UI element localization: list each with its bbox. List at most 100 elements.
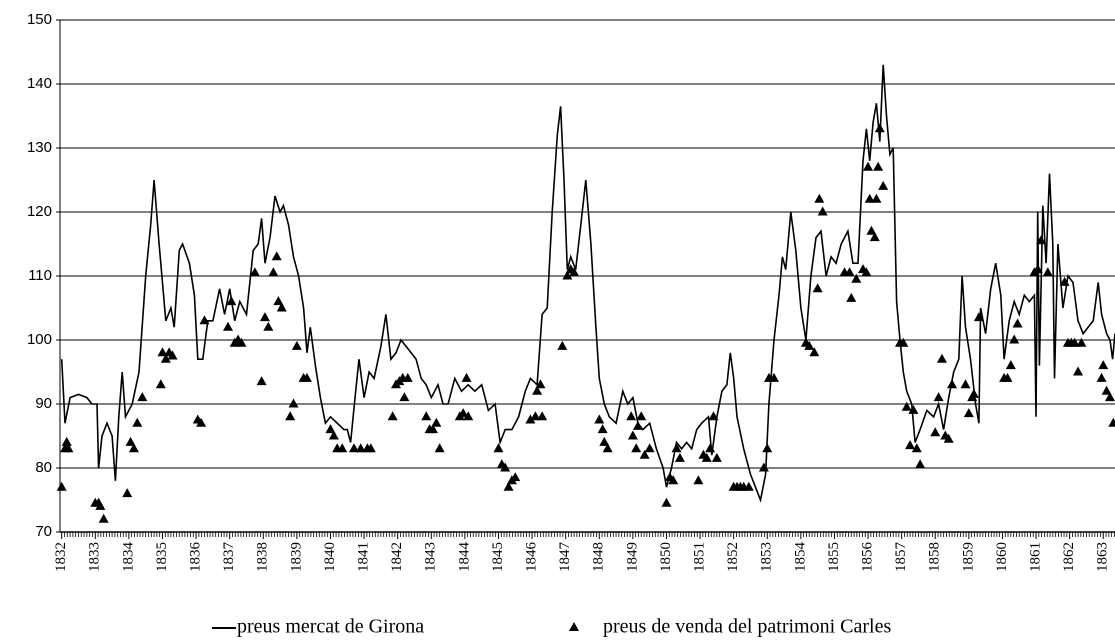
triangle-marker — [711, 452, 722, 462]
triangle-marker — [661, 497, 672, 507]
triangle-marker — [137, 392, 148, 402]
legend-label: preus mercat de Girona — [237, 616, 424, 638]
triangle-marker — [157, 347, 168, 357]
y-tick-label: 110 — [28, 267, 52, 284]
triangle-marker — [273, 296, 284, 306]
x-tick-label: 1832 — [53, 542, 69, 572]
triangle-marker — [256, 376, 267, 386]
x-tick-label: 1844 — [456, 542, 472, 573]
triangle-marker — [898, 337, 909, 347]
legend-triangle — [569, 622, 579, 631]
triangle-marker — [421, 411, 432, 421]
triangle-marker — [458, 408, 469, 418]
triangle-marker — [493, 443, 504, 453]
triangle-marker — [537, 411, 548, 421]
triangle-marker — [693, 475, 704, 485]
triangle-marker — [249, 267, 260, 277]
triangle-marker — [631, 443, 642, 453]
triangle-marker — [348, 443, 359, 453]
x-tick-label: 1855 — [826, 542, 842, 572]
triangle-marker — [817, 206, 828, 216]
x-tick-label: 1835 — [154, 542, 170, 572]
x-tick-label: 1841 — [356, 542, 372, 572]
x-tick-label: 1834 — [120, 542, 136, 573]
triangle-marker — [461, 372, 472, 382]
triangle-marker — [399, 392, 410, 402]
x-tick-label: 1857 — [893, 542, 909, 573]
x-tick-label: 1862 — [1061, 542, 1077, 572]
triangle-marker — [291, 340, 302, 350]
triangle-marker — [627, 430, 638, 440]
triangle-marker — [908, 404, 919, 414]
x-tick-label: 1852 — [725, 542, 741, 572]
x-tick-label: 1853 — [759, 542, 775, 572]
triangle-marker — [851, 273, 862, 283]
triangle-marker — [947, 379, 958, 389]
triangle-marker — [288, 398, 299, 408]
triangle-marker — [387, 411, 398, 421]
triangle-marker — [597, 424, 608, 434]
x-tick-label: 1851 — [691, 542, 707, 572]
triangle-marker — [632, 420, 643, 430]
triangle-marker — [1101, 385, 1112, 395]
triangle-marker — [285, 411, 296, 421]
y-tick-label: 150 — [27, 11, 52, 28]
triangle-marker — [936, 353, 947, 363]
triangle-marker — [503, 481, 514, 491]
triangle-marker — [532, 385, 543, 395]
x-tick-label: 1845 — [490, 542, 506, 572]
triangle-marker — [701, 452, 712, 462]
triangle-marker — [402, 372, 413, 382]
triangle-marker — [128, 443, 139, 453]
triangle-marker — [222, 321, 233, 331]
triangle-marker — [943, 433, 954, 443]
triangle-marker — [167, 350, 178, 360]
triangle-marker — [268, 267, 279, 277]
x-tick-label: 1858 — [927, 542, 943, 572]
x-tick-label: 1848 — [591, 542, 607, 572]
triangle-marker — [276, 302, 287, 312]
triangle-marker — [930, 427, 941, 437]
triangle-marker — [535, 379, 546, 389]
y-tick-label: 140 — [27, 75, 52, 92]
triangle-marker — [196, 417, 207, 427]
triangle-marker — [960, 379, 971, 389]
x-tick-label: 1849 — [624, 542, 640, 572]
triangle-marker — [863, 161, 874, 171]
x-tick-label: 1843 — [423, 542, 439, 572]
triangle-marker — [1036, 235, 1047, 245]
triangle-marker — [155, 379, 166, 389]
triangle-marker — [866, 225, 877, 235]
triangle-marker — [804, 340, 815, 350]
triangle-marker — [869, 232, 880, 242]
triangle-marker — [355, 443, 366, 453]
triangle-marker — [325, 424, 336, 434]
x-tick-label: 1839 — [288, 542, 304, 572]
triangle-marker — [758, 462, 769, 472]
triangle-marker — [708, 411, 719, 421]
triangle-marker — [122, 488, 133, 498]
triangle-marker — [569, 267, 580, 277]
triangle-marker — [431, 417, 442, 427]
triangle-marker — [557, 340, 568, 350]
x-tick-label: 1861 — [1027, 542, 1043, 572]
triangle-marker — [337, 443, 348, 453]
triangle-marker — [226, 296, 237, 306]
triangle-marker — [160, 353, 171, 363]
triangle-marker — [328, 430, 339, 440]
triangle-marker — [510, 472, 521, 482]
legend-label: preus de venda del patrimoni Carles — [603, 616, 891, 638]
triangle-marker — [63, 443, 74, 453]
triangle-marker — [668, 475, 679, 485]
triangle-marker — [636, 411, 647, 421]
triangle-marker — [1009, 334, 1020, 344]
triangle-marker — [132, 417, 143, 427]
triangle-marker — [861, 267, 872, 277]
x-tick-label: 1854 — [792, 542, 808, 573]
triangle-marker — [463, 411, 474, 421]
triangle-marker — [705, 443, 716, 453]
x-tick-label: 1850 — [658, 542, 674, 572]
triangle-marker — [626, 411, 637, 421]
triangle-marker — [1073, 366, 1084, 376]
